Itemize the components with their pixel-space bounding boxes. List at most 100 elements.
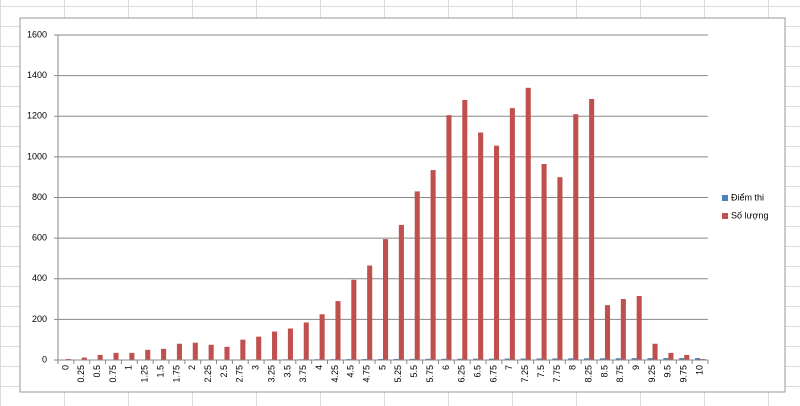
- x-tick-label: 3.25: [266, 365, 276, 383]
- bar: [430, 170, 436, 360]
- bar: [240, 339, 246, 360]
- x-tick-label: 4: [314, 365, 324, 370]
- bar: [684, 354, 690, 360]
- y-tick-label: 1600: [27, 29, 47, 39]
- x-tick-label: 6.25: [457, 365, 467, 383]
- bar: [525, 87, 531, 360]
- y-tick-label: 1200: [27, 111, 47, 121]
- x-tick-label: 2.25: [203, 365, 213, 383]
- x-tick-label: 3: [251, 365, 261, 370]
- x-tick-label: 2.5: [219, 365, 229, 378]
- bar: [620, 299, 626, 360]
- bar: [176, 343, 182, 360]
- y-tick-label: 1000: [27, 151, 47, 161]
- bar: [81, 357, 87, 360]
- y-tick-label: 400: [32, 273, 47, 283]
- x-tick-label: 6: [441, 365, 451, 370]
- bar: [509, 108, 515, 360]
- bar: [303, 322, 309, 360]
- bar: [695, 357, 701, 360]
- legend-swatch: [722, 195, 728, 201]
- x-tick-label: 2.75: [235, 365, 245, 383]
- bar: [536, 358, 542, 360]
- bar: [335, 301, 341, 360]
- x-tick-label: 7.75: [552, 365, 562, 383]
- x-tick-label: 0.75: [108, 365, 118, 383]
- bar: [441, 358, 447, 360]
- x-tick-label: 1: [124, 365, 134, 370]
- bar: [584, 358, 590, 360]
- bar: [367, 265, 373, 360]
- bar: [129, 352, 135, 360]
- x-tick-label: 10: [694, 365, 704, 375]
- x-tick-label: 5.25: [393, 365, 403, 383]
- bar: [145, 349, 151, 360]
- x-tick-label: 2: [187, 365, 197, 370]
- bar: [97, 354, 103, 360]
- bar: [457, 358, 463, 360]
- bar: [589, 98, 595, 360]
- bar: [668, 352, 674, 360]
- bar: [504, 358, 510, 360]
- bar: [679, 358, 685, 360]
- x-tick-label: 5: [377, 365, 387, 370]
- legend-label: Điểm thi: [731, 192, 764, 202]
- x-tick-label: 9.25: [647, 365, 657, 383]
- bar: [462, 100, 468, 360]
- x-tick-label: 8: [568, 365, 578, 370]
- x-tick-label: 7.5: [536, 365, 546, 378]
- bar: [473, 358, 479, 360]
- bar: [256, 336, 262, 360]
- bar: [287, 328, 293, 360]
- x-tick-label: 6.75: [488, 365, 498, 383]
- x-tick-label: 0: [60, 365, 70, 370]
- bar: [377, 358, 383, 360]
- x-tick-label: 3.5: [282, 365, 292, 378]
- bar: [113, 352, 119, 360]
- x-tick-label: 4.5: [346, 365, 356, 378]
- bar: [599, 358, 605, 360]
- bar: [552, 358, 558, 360]
- y-tick-label: 600: [32, 233, 47, 243]
- bar: [615, 358, 621, 360]
- bar: [161, 348, 167, 360]
- bar: [272, 331, 278, 360]
- x-tick-label: 0.5: [92, 365, 102, 378]
- x-tick-label: 9: [631, 365, 641, 370]
- x-tick-label: 1.75: [171, 365, 181, 383]
- bar: [636, 296, 642, 360]
- bar: [351, 279, 357, 360]
- bar: [425, 358, 431, 360]
- bar: [398, 224, 404, 360]
- bar: [383, 239, 389, 360]
- x-tick-label: 0.25: [76, 365, 86, 383]
- bar: [652, 343, 658, 360]
- y-tick-label: 800: [32, 192, 47, 202]
- y-tick-label: 200: [32, 314, 47, 324]
- legend: Điểm thi Số lượng: [722, 192, 768, 220]
- bar: [663, 358, 669, 360]
- bar: [65, 358, 71, 360]
- x-tick-label: 8.5: [599, 365, 609, 378]
- legend-swatch: [722, 213, 728, 219]
- bar: [647, 358, 653, 360]
- x-tick-label: 7: [504, 365, 514, 370]
- x-tick-label: 6.5: [472, 365, 482, 378]
- bar: [604, 305, 611, 360]
- x-tick-label: 4.75: [362, 365, 372, 383]
- x-tick-label: 7.25: [520, 365, 530, 383]
- y-tick-label: 1400: [27, 70, 47, 80]
- bar: [208, 344, 214, 360]
- x-tick-label: 8.25: [583, 365, 593, 383]
- bar: [541, 163, 547, 360]
- x-tick-label: 4.25: [330, 365, 340, 383]
- bar: [557, 177, 563, 360]
- bar: [409, 358, 415, 360]
- legend-label: Số lượng: [731, 210, 768, 220]
- x-tick-label: 9.75: [679, 365, 689, 383]
- x-tick-label: 8.75: [615, 365, 625, 383]
- bar: [493, 145, 500, 360]
- bar: [414, 191, 420, 360]
